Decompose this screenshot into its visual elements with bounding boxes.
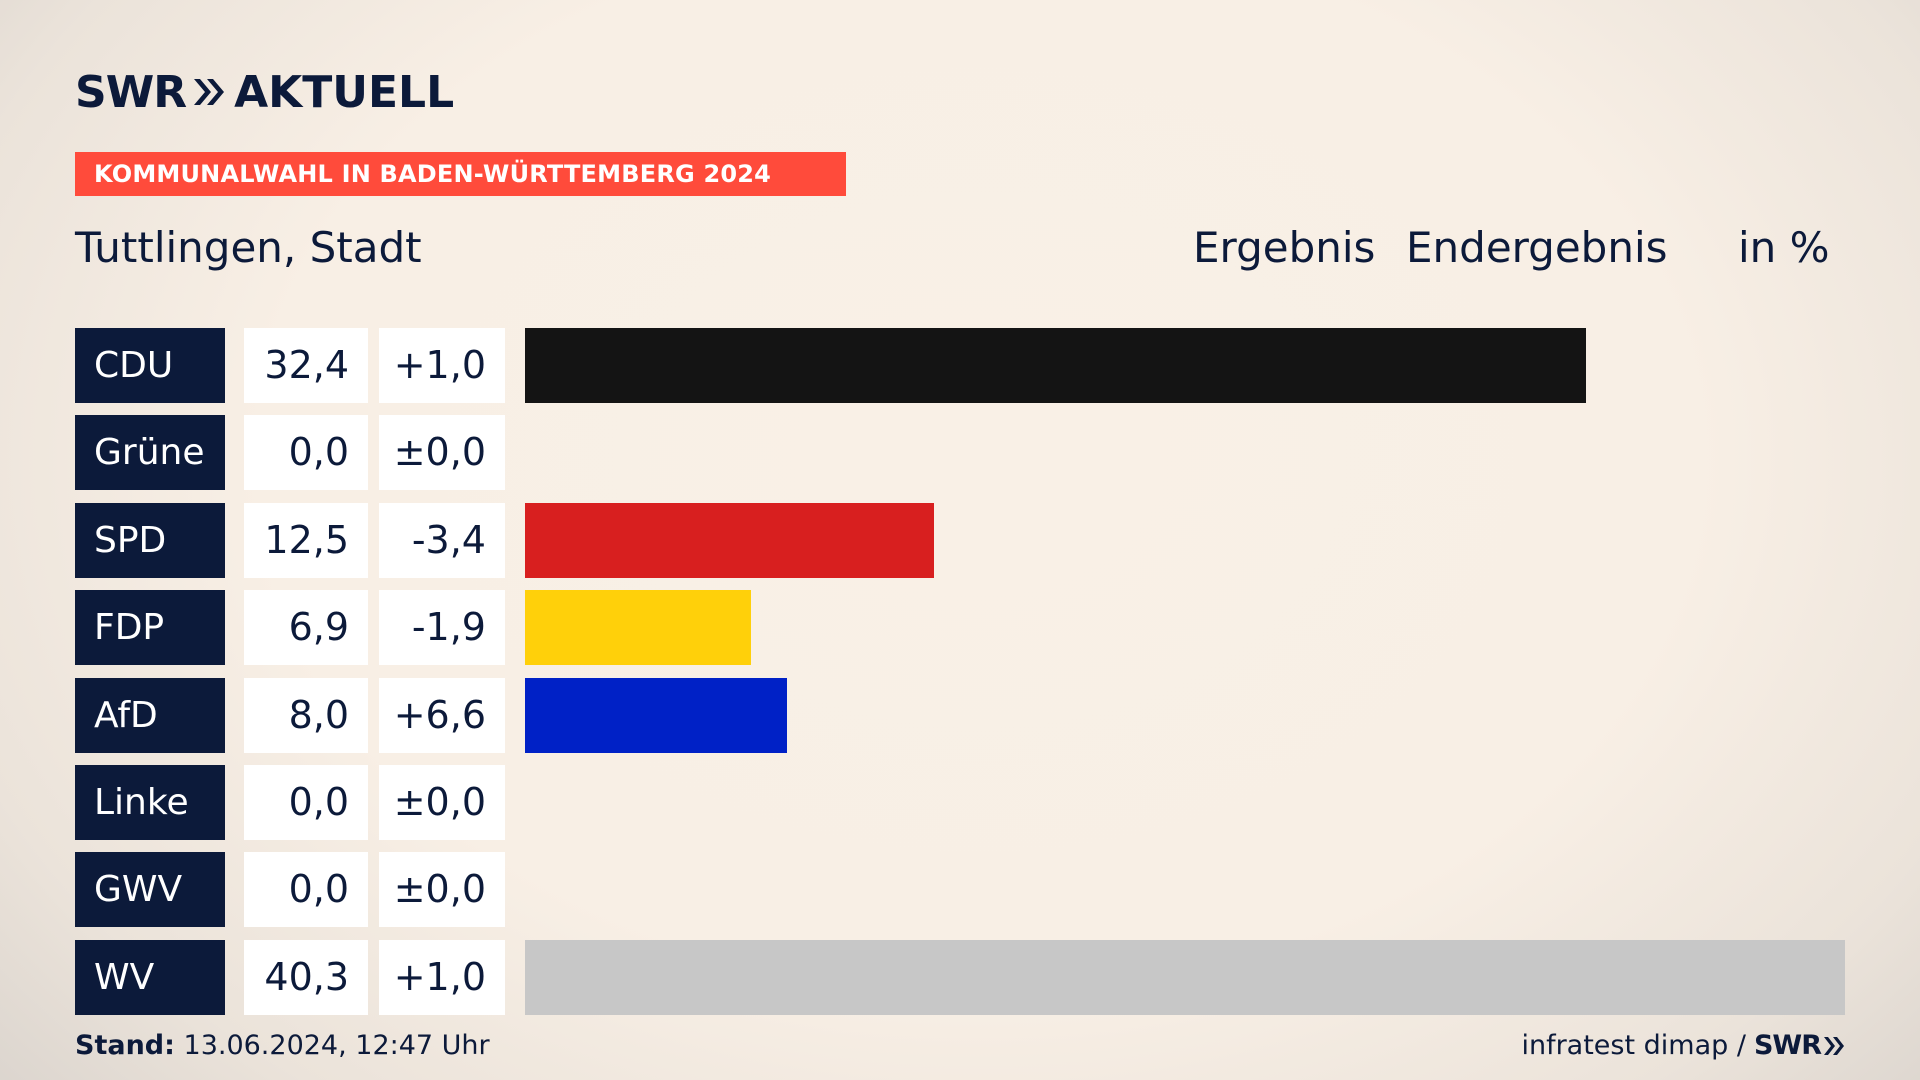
bar-afd: [525, 678, 787, 753]
party-label-spd: SPD: [75, 503, 225, 578]
value-label-gwv: 0,0: [244, 852, 368, 927]
change-label-afd: +6,6: [379, 678, 505, 753]
value-label-grne: 0,0: [244, 415, 368, 490]
final-result-label: Endergebnis: [1406, 223, 1668, 272]
swr-aktuell-logo: SWR AKTUELL: [75, 66, 454, 118]
bar-cdu: [525, 328, 1586, 403]
value-label-spd: 12,5: [244, 503, 368, 578]
logo-aktuell-text: AKTUELL: [234, 66, 455, 118]
footer-swr-logo: SWR: [1753, 1030, 1822, 1061]
source-text: infratest dimap /: [1521, 1030, 1746, 1061]
double-chevron-icon: [194, 79, 225, 105]
timestamp-value: 13.06.2024, 12:47 Uhr: [183, 1030, 490, 1061]
timestamp-label: Stand:: [75, 1030, 175, 1061]
party-label-afd: AfD: [75, 678, 225, 753]
party-label-wv: WV: [75, 940, 225, 1015]
logo-swr-text: SWR: [75, 66, 187, 118]
bar-wv: [525, 940, 1845, 1015]
party-label-grne: Grüne: [75, 415, 225, 490]
value-label-cdu: 32,4: [244, 328, 368, 403]
source-credit: infratest dimap / SWR: [1521, 1030, 1845, 1061]
change-label-linke: ±0,0: [379, 765, 505, 840]
party-label-gwv: GWV: [75, 852, 225, 927]
value-label-wv: 40,3: [244, 940, 368, 1015]
bar-spd: [525, 503, 934, 578]
unit-label: in %: [1738, 223, 1830, 272]
change-label-wv: +1,0: [379, 940, 505, 1015]
change-label-gwv: ±0,0: [379, 852, 505, 927]
value-label-linke: 0,0: [244, 765, 368, 840]
footer-double-chevron-icon: [1824, 1036, 1844, 1055]
party-label-fdp: FDP: [75, 590, 225, 665]
change-label-grne: ±0,0: [379, 415, 505, 490]
timestamp: Stand: 13.06.2024, 12:47 Uhr: [75, 1030, 490, 1061]
value-label-afd: 8,0: [244, 678, 368, 753]
election-banner: KOMMUNALWAHL IN BADEN-WÜRTTEMBERG 2024: [75, 152, 846, 196]
value-label-fdp: 6,9: [244, 590, 368, 665]
party-label-cdu: CDU: [75, 328, 225, 403]
result-label: Ergebnis: [1193, 223, 1376, 272]
change-label-fdp: -1,9: [379, 590, 505, 665]
bar-fdp: [525, 590, 751, 665]
change-label-cdu: +1,0: [379, 328, 505, 403]
change-label-spd: -3,4: [379, 503, 505, 578]
party-label-linke: Linke: [75, 765, 225, 840]
place-title: Tuttlingen, Stadt: [75, 223, 422, 272]
